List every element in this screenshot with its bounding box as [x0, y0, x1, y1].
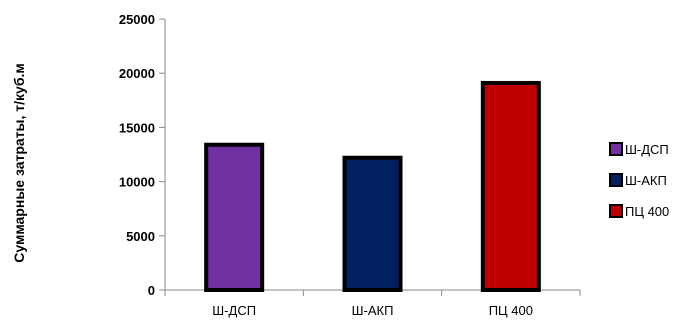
legend-label: Ш-АКП	[625, 173, 667, 188]
legend-label: Ш-ДСП	[625, 142, 669, 157]
x-tick-label: Ш-ДСП	[212, 303, 256, 318]
x-ticks: Ш-ДСП Ш-АКП ПЦ 400	[164, 290, 581, 318]
bar-3	[480, 80, 541, 293]
bars	[204, 80, 541, 293]
legend-swatch	[609, 173, 623, 187]
legend: Ш-ДСП Ш-АКП ПЦ 400	[609, 142, 669, 219]
bar-2	[342, 155, 403, 292]
legend-swatch	[609, 142, 623, 156]
legend-label: ПЦ 400	[625, 204, 669, 219]
legend-swatch	[609, 204, 623, 218]
bar-1	[204, 142, 265, 292]
y-axis-label: Суммарные затраты, т/куб.м	[11, 63, 27, 262]
y-ticks: 0 5000 10000 15000 20000 25000	[119, 12, 165, 298]
y-tick-label: 25000	[119, 12, 155, 27]
y-tick-label: 15000	[119, 120, 155, 135]
y-tick-label: 5000	[126, 229, 155, 244]
x-tick-label: Ш-АКП	[352, 303, 394, 318]
y-tick-label: 0	[148, 283, 155, 298]
x-tick-label: ПЦ 400	[489, 303, 533, 318]
y-tick-label: 20000	[119, 66, 155, 81]
y-tick-label: 10000	[119, 175, 155, 190]
